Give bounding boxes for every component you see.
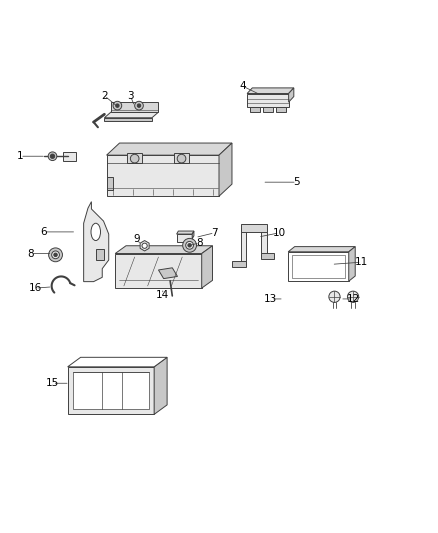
Polygon shape [111, 102, 159, 112]
Polygon shape [276, 107, 286, 112]
Polygon shape [104, 112, 159, 118]
Circle shape [177, 154, 186, 163]
Polygon shape [240, 224, 267, 232]
Polygon shape [240, 228, 246, 264]
Text: 11: 11 [355, 257, 368, 267]
Polygon shape [174, 153, 189, 163]
Polygon shape [247, 88, 294, 93]
Circle shape [113, 101, 122, 110]
Circle shape [188, 244, 191, 247]
Circle shape [131, 154, 139, 163]
Text: 4: 4 [240, 81, 246, 91]
Polygon shape [250, 107, 260, 112]
Text: 7: 7 [212, 228, 218, 238]
Polygon shape [67, 357, 167, 367]
Polygon shape [115, 246, 212, 254]
Circle shape [134, 101, 143, 110]
Text: 8: 8 [28, 248, 34, 259]
Polygon shape [247, 93, 289, 107]
Polygon shape [349, 247, 355, 281]
Polygon shape [104, 118, 152, 121]
Polygon shape [84, 201, 109, 281]
Polygon shape [192, 231, 194, 239]
Circle shape [137, 104, 141, 107]
Polygon shape [288, 252, 349, 281]
Polygon shape [261, 253, 274, 259]
Circle shape [142, 243, 147, 248]
Circle shape [49, 248, 63, 262]
Ellipse shape [91, 223, 100, 240]
Text: 10: 10 [273, 228, 286, 238]
Polygon shape [154, 357, 167, 414]
Polygon shape [202, 246, 212, 288]
Polygon shape [159, 268, 177, 279]
Polygon shape [261, 228, 267, 256]
Circle shape [116, 104, 119, 107]
Polygon shape [177, 234, 192, 242]
Text: 8: 8 [196, 238, 203, 248]
Text: 2: 2 [101, 91, 108, 101]
Polygon shape [263, 107, 273, 112]
Polygon shape [115, 254, 202, 288]
Text: 12: 12 [346, 294, 360, 304]
Circle shape [329, 291, 340, 302]
Circle shape [186, 241, 194, 249]
Circle shape [48, 152, 57, 160]
Text: 14: 14 [156, 289, 170, 300]
Polygon shape [106, 155, 219, 196]
Polygon shape [289, 88, 294, 102]
Text: 13: 13 [264, 294, 278, 304]
Polygon shape [73, 372, 149, 409]
Text: 1: 1 [17, 151, 23, 161]
Polygon shape [106, 177, 113, 190]
Circle shape [347, 291, 359, 302]
Polygon shape [140, 240, 149, 251]
Polygon shape [219, 143, 232, 196]
Circle shape [50, 154, 55, 158]
Polygon shape [67, 367, 154, 414]
Polygon shape [177, 231, 194, 234]
Text: 16: 16 [28, 283, 42, 293]
Circle shape [54, 253, 57, 256]
Polygon shape [64, 152, 76, 160]
Polygon shape [232, 261, 246, 268]
Text: 15: 15 [46, 378, 59, 388]
Text: 6: 6 [41, 227, 47, 237]
Text: 9: 9 [134, 235, 140, 244]
Text: 3: 3 [127, 91, 134, 101]
Polygon shape [127, 153, 142, 163]
Polygon shape [106, 143, 232, 155]
Circle shape [183, 238, 197, 252]
Polygon shape [96, 249, 104, 260]
Circle shape [52, 251, 60, 259]
Text: 5: 5 [293, 177, 300, 187]
Polygon shape [288, 247, 355, 252]
